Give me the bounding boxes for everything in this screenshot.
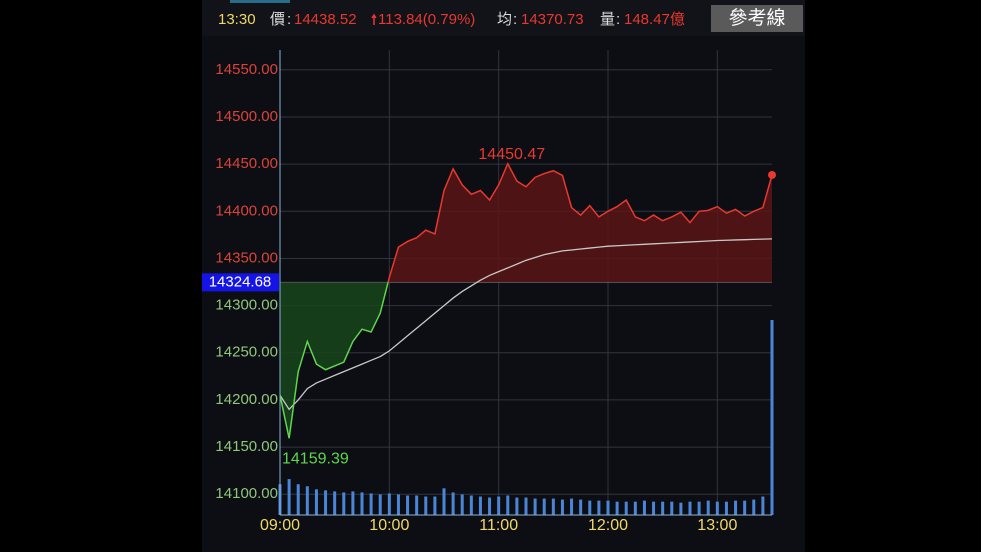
volume-bar bbox=[697, 501, 701, 515]
colon: : bbox=[616, 11, 620, 28]
colon: : bbox=[287, 11, 291, 28]
price-label: 價 bbox=[270, 11, 285, 28]
volume-bar bbox=[324, 490, 328, 515]
volume-bar bbox=[488, 497, 492, 515]
y-tick-label: 14450.00 bbox=[215, 155, 278, 172]
volume-bar bbox=[560, 499, 564, 515]
volume-bar bbox=[342, 492, 346, 515]
y-tick-label: 14500.00 bbox=[215, 108, 278, 125]
volume-bar bbox=[406, 495, 410, 515]
area-below bbox=[280, 282, 389, 439]
x-tick-label: 12:00 bbox=[588, 517, 628, 534]
volume-bar bbox=[652, 501, 656, 515]
price-line bbox=[280, 282, 389, 439]
volume-bar bbox=[451, 492, 455, 515]
x-tick-label: 13:00 bbox=[697, 517, 737, 534]
volume-bar bbox=[333, 491, 337, 515]
x-tick-label: 10:00 bbox=[369, 517, 409, 534]
volume-bar bbox=[715, 501, 719, 515]
colon: : bbox=[513, 11, 517, 28]
volume-bar bbox=[287, 479, 291, 515]
volume-bar bbox=[515, 497, 519, 515]
reference-label-box bbox=[202, 273, 279, 292]
y-tick-label: 14250.00 bbox=[215, 344, 278, 361]
volume-bar bbox=[624, 501, 628, 515]
volume-bar bbox=[424, 496, 428, 515]
header-time: 13:30 bbox=[218, 11, 256, 28]
volume-bar bbox=[478, 496, 482, 515]
header-avg: 14370.73 bbox=[521, 11, 584, 28]
y-tick-label: 14350.00 bbox=[215, 249, 278, 266]
volume-bar bbox=[360, 492, 364, 515]
volume-bar bbox=[615, 501, 619, 515]
y-tick-label: 14200.00 bbox=[215, 391, 278, 408]
volume-bar bbox=[378, 494, 382, 515]
volume-bar bbox=[415, 495, 419, 515]
x-tick-label: 09:00 bbox=[260, 517, 300, 534]
volume-bar bbox=[396, 494, 400, 515]
volume-bar bbox=[551, 498, 555, 515]
volume-bar bbox=[469, 495, 473, 515]
y-tick-label: 14400.00 bbox=[215, 202, 278, 219]
volume-label: 量 bbox=[600, 11, 615, 28]
volume-bar bbox=[351, 491, 355, 515]
area-above bbox=[280, 163, 772, 283]
volume-bar bbox=[706, 500, 710, 515]
volume-bar bbox=[752, 499, 756, 515]
reference-button-label[interactable]: 參考線 bbox=[728, 7, 785, 29]
x-tick-label: 11:00 bbox=[479, 517, 518, 534]
reference-label: 14324.68 bbox=[209, 273, 272, 290]
last-point bbox=[768, 170, 776, 179]
volume-bar bbox=[524, 497, 528, 515]
volume-bar bbox=[497, 496, 501, 515]
volume-bar bbox=[542, 498, 546, 515]
volume-bar bbox=[460, 494, 464, 515]
volume-bar bbox=[743, 500, 747, 515]
volume-bar bbox=[533, 498, 537, 515]
volume-bar bbox=[679, 502, 683, 515]
reference-button[interactable] bbox=[711, 5, 803, 32]
header-change: 113.84(0.79%) bbox=[378, 11, 475, 28]
avg-line bbox=[279, 238, 773, 411]
volume-bar bbox=[633, 501, 637, 515]
volume-bar bbox=[506, 495, 510, 515]
header-bar bbox=[202, 0, 805, 36]
volume-bar bbox=[387, 493, 391, 515]
header-indicator bbox=[230, 0, 290, 3]
annotation: 14450.47 bbox=[478, 146, 545, 163]
volume-bar bbox=[661, 501, 665, 515]
y-tick-label: 14100.00 bbox=[215, 485, 278, 502]
y-tick-label: 14150.00 bbox=[215, 438, 278, 455]
y-tick-label: 14300.00 bbox=[215, 297, 278, 314]
price-line bbox=[387, 161, 772, 283]
volume-bar bbox=[597, 500, 601, 515]
volume-bar bbox=[314, 489, 318, 515]
volume-bar bbox=[588, 500, 592, 515]
volume-bar bbox=[579, 499, 583, 515]
header-price: 14438.52 bbox=[294, 11, 357, 28]
volume-bar bbox=[724, 501, 728, 515]
volume-bar bbox=[734, 500, 738, 515]
volume-bar bbox=[570, 498, 574, 515]
y-tick-label: 14550.00 bbox=[215, 61, 278, 78]
up-arrow bbox=[371, 13, 377, 25]
volume-bar bbox=[305, 486, 309, 515]
annotation: 14159.39 bbox=[282, 450, 349, 467]
volume-bar bbox=[606, 500, 610, 515]
volume-bar bbox=[442, 488, 446, 515]
volume-bar bbox=[770, 320, 774, 515]
volume-bar bbox=[433, 496, 437, 515]
avg-label: 均 bbox=[497, 11, 512, 28]
volume-bar bbox=[670, 501, 674, 515]
volume-bar bbox=[642, 500, 646, 515]
volume-bar bbox=[761, 496, 765, 515]
header-volume: 148.47億 bbox=[624, 11, 685, 28]
volume-bar bbox=[688, 501, 692, 515]
volume-bar bbox=[369, 493, 373, 515]
volume-bar bbox=[296, 484, 300, 515]
